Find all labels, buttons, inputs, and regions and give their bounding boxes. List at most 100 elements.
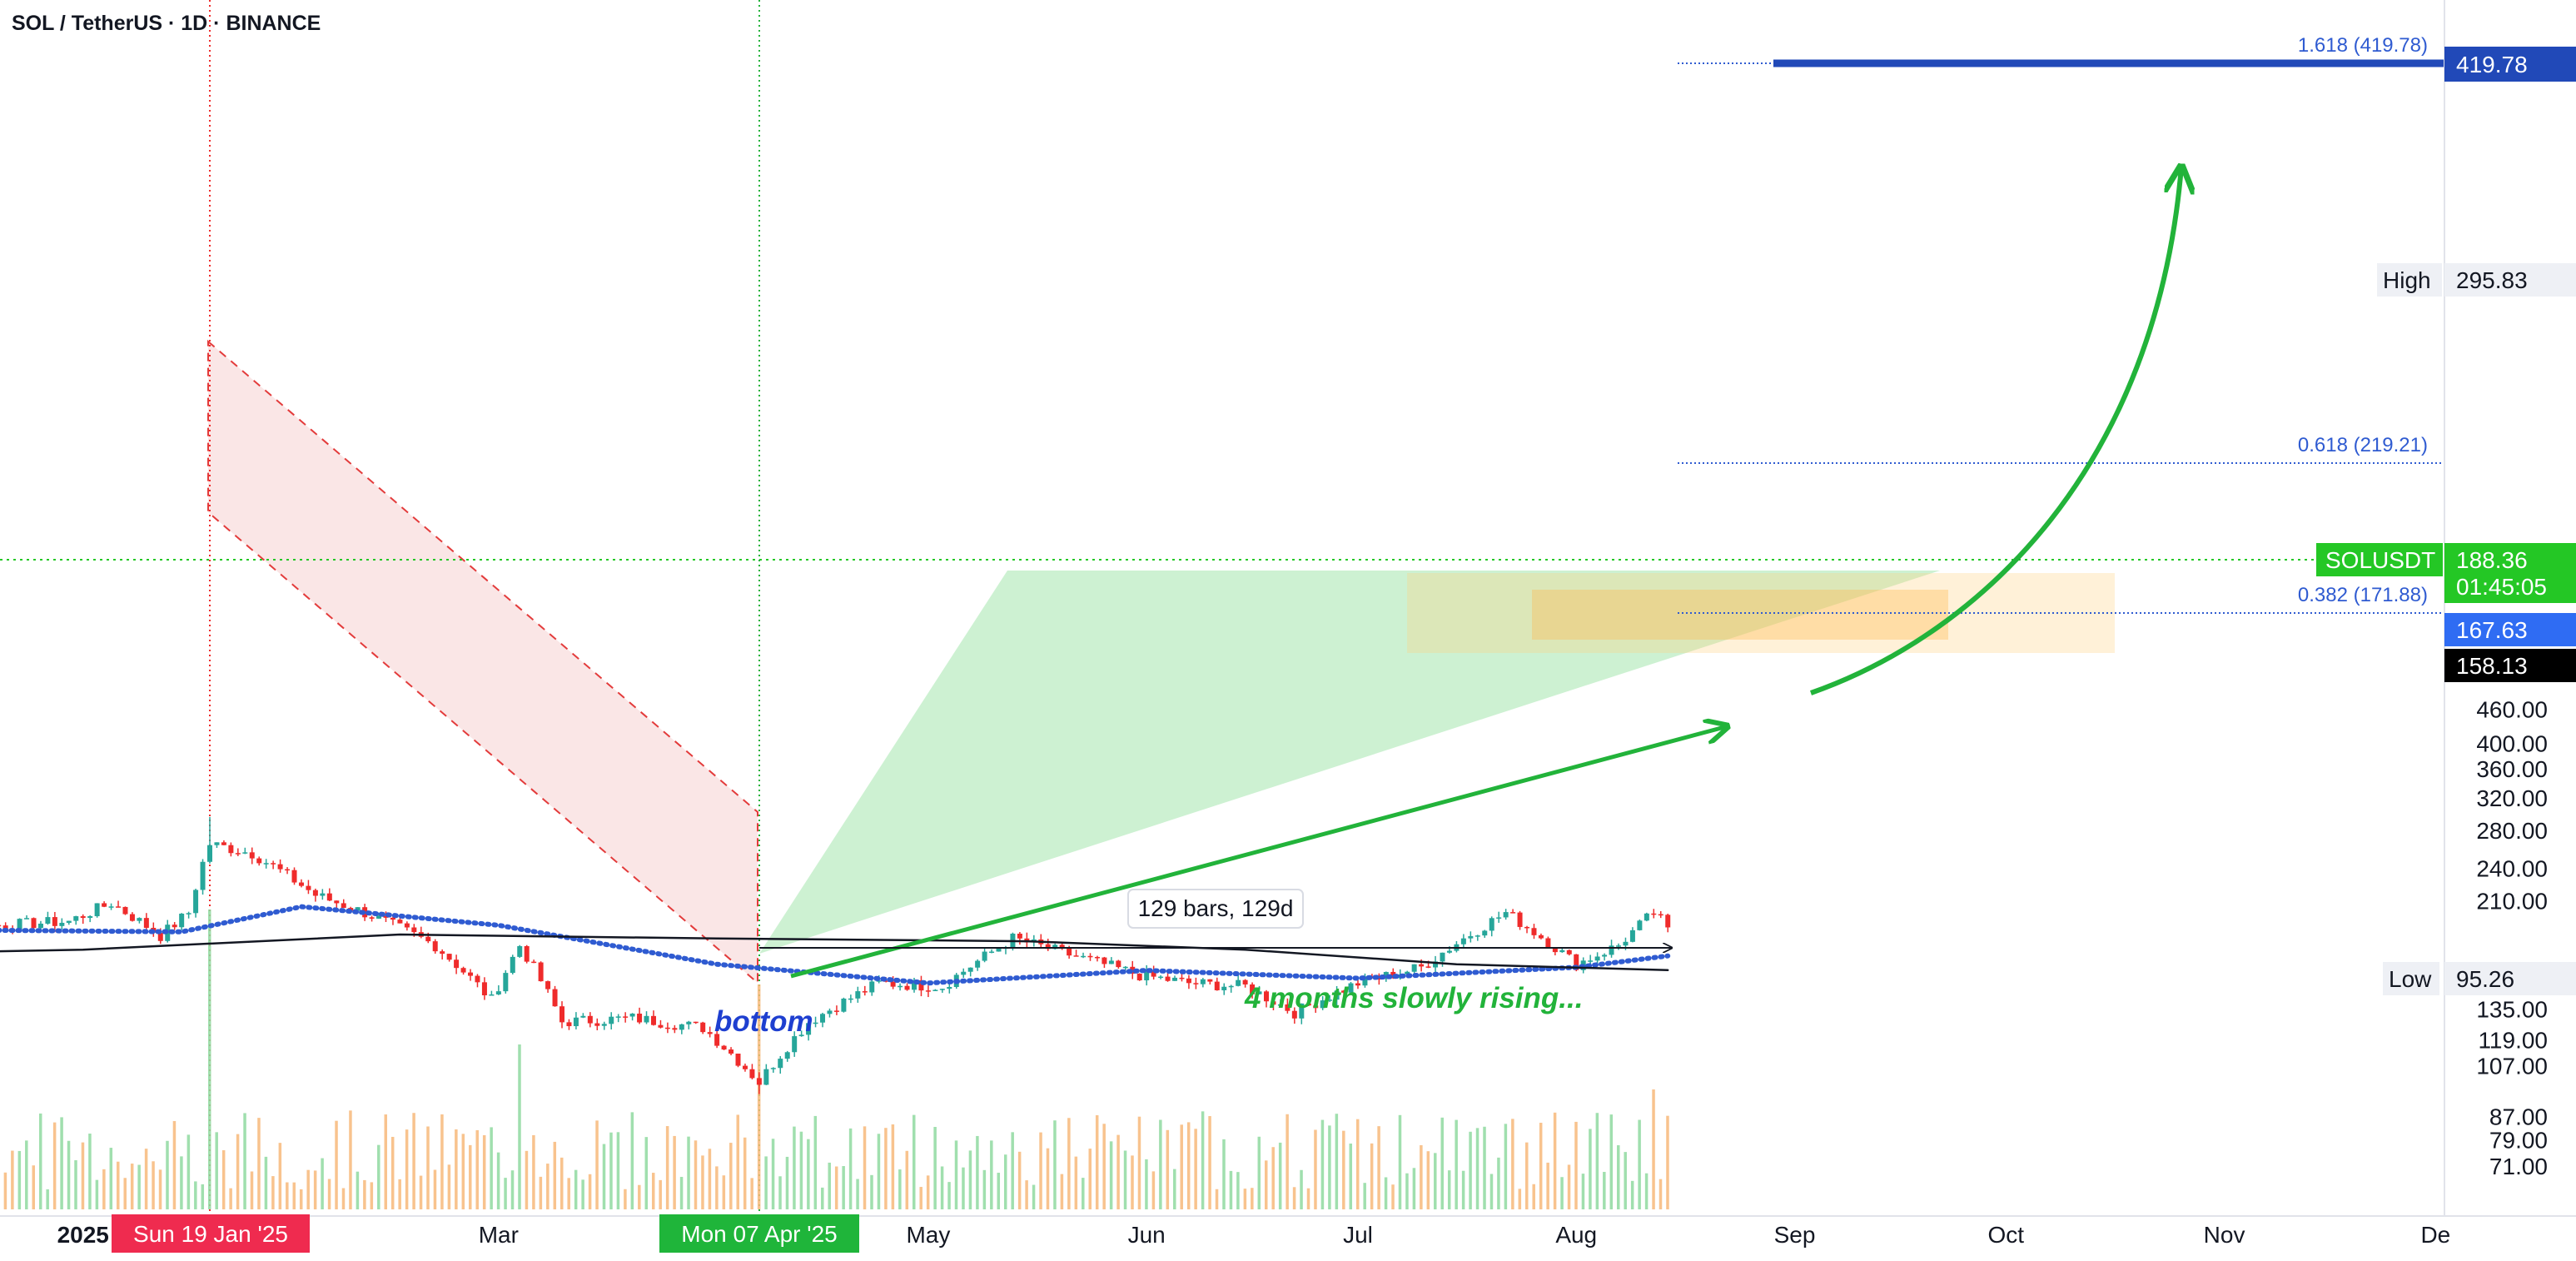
volume-bar: [1053, 1120, 1057, 1209]
volume-bar: [32, 1165, 35, 1209]
volume-bar: [504, 1178, 507, 1209]
candle-body: [898, 985, 903, 988]
descending-channel[interactable]: [207, 339, 758, 985]
volume-bar: [1624, 1152, 1627, 1209]
volume-bar: [25, 1140, 28, 1209]
volume-bar: [201, 1184, 205, 1209]
volume-bar: [1638, 1119, 1641, 1209]
volume-bar: [1060, 1174, 1064, 1209]
candle-body: [1285, 1004, 1290, 1011]
candle-body: [369, 917, 375, 919]
time-axis[interactable]: 2025bMarMayJunJulAugSepOctNovDe: [0, 1215, 2576, 1248]
volume-bar: [665, 1126, 669, 1209]
volume-bar: [828, 1162, 831, 1209]
volume-bar: [701, 1155, 704, 1209]
candle-body: [440, 951, 445, 954]
candle-body: [820, 1014, 826, 1023]
volume-bar: [757, 984, 761, 1209]
candle-body: [73, 916, 79, 921]
ascending-triangle[interactable]: [759, 571, 1940, 954]
breakout-curve-arrow[interactable]: [1810, 167, 2181, 695]
candle-body: [552, 989, 558, 1007]
candle-body: [298, 882, 304, 886]
volume-bar: [496, 1152, 500, 1209]
volume-bar: [1455, 1119, 1458, 1209]
candle-body: [644, 1015, 649, 1023]
candle-body: [489, 994, 495, 996]
volume-bar: [976, 1135, 979, 1209]
candle-body: [1376, 978, 1382, 980]
candle-body: [664, 1027, 670, 1029]
volume-bar: [398, 1179, 401, 1209]
candle-body: [721, 1045, 727, 1050]
candle-body: [1468, 935, 1474, 939]
candle-body: [989, 951, 995, 953]
candle-body: [1602, 954, 1608, 957]
volume-bar: [1039, 1132, 1042, 1209]
candle-body: [129, 914, 135, 921]
svg-text:129 bars, 129d: 129 bars, 129d: [1138, 895, 1294, 921]
volume-bar: [1518, 1189, 1522, 1209]
volume-bar: [180, 1156, 183, 1209]
volume-bar: [117, 1161, 120, 1209]
candle-body: [326, 893, 332, 901]
volume-bar: [1595, 1113, 1599, 1209]
volume-bar: [1137, 1116, 1141, 1209]
volume-bar: [363, 1179, 366, 1209]
candle-body: [637, 1013, 643, 1023]
volume-bar: [88, 1134, 92, 1209]
candle-body: [813, 1022, 818, 1024]
volume-bar: [1328, 1125, 1331, 1209]
volume-bar: [870, 1174, 873, 1209]
volume-bar: [624, 1189, 627, 1209]
candle-body: [524, 945, 530, 962]
candle-body: [658, 1024, 664, 1028]
candle-body: [876, 980, 882, 982]
candle-body: [1236, 979, 1241, 986]
volume-bar: [1363, 1183, 1366, 1209]
volume-bar: [1546, 1162, 1549, 1209]
candle-body: [650, 1015, 656, 1025]
candle-body: [855, 991, 861, 999]
candle-body: [1517, 912, 1523, 927]
candle-body: [432, 941, 438, 952]
candle-body: [1052, 945, 1058, 949]
candle-body: [925, 990, 931, 992]
volume-bar: [933, 1127, 937, 1209]
candle-body: [503, 973, 509, 992]
candle-body: [686, 1021, 692, 1024]
candle-body: [1299, 1003, 1305, 1019]
candle-body: [679, 1024, 684, 1030]
volume-bar: [46, 1189, 49, 1209]
y-tick-label: 79.00: [2489, 1128, 2548, 1154]
resistance-zone-inner[interactable]: [1532, 590, 1948, 640]
candle-body: [869, 981, 875, 993]
candle-body: [1566, 949, 1572, 954]
candle-body: [827, 1010, 833, 1014]
volume-bar: [208, 910, 211, 1209]
candle-body: [59, 922, 65, 926]
candle-body: [792, 1036, 798, 1053]
volume-bar: [1102, 1124, 1106, 1209]
volume-bar: [856, 1179, 859, 1209]
volume-bar: [1243, 1189, 1247, 1209]
candle-body: [1545, 938, 1551, 949]
volume-bar: [1300, 1169, 1303, 1209]
candle-body: [45, 917, 51, 924]
candle-body: [1172, 977, 1178, 981]
candle-body: [1017, 934, 1022, 939]
volume-bar: [81, 1142, 85, 1209]
volume-bar: [1489, 1174, 1494, 1209]
candle-body: [904, 985, 910, 990]
candle-body: [531, 961, 537, 964]
candle-body: [1665, 915, 1671, 928]
candle-body: [37, 923, 43, 929]
volume-bar: [1405, 1173, 1409, 1209]
rising-trend-arrow[interactable]: [790, 726, 1728, 979]
candle-body: [1629, 930, 1635, 942]
volume-bar: [390, 1136, 395, 1209]
candle-body: [1411, 964, 1417, 972]
volume-bar: [335, 1120, 338, 1209]
